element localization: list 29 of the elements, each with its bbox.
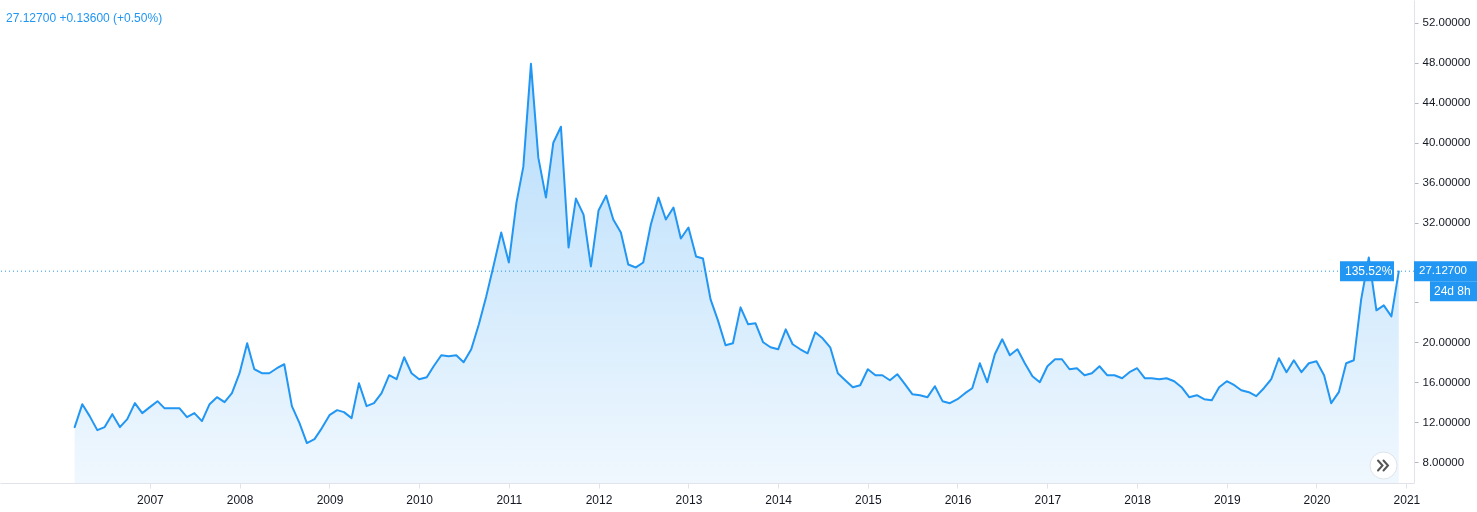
x-tick-label: 2017 (1034, 492, 1062, 507)
x-tick-label: 2016 (944, 492, 972, 507)
x-tick-label: 2020 (1303, 492, 1331, 507)
x-tick-label: 2012 (585, 492, 613, 507)
x-tick-label: 2008 (226, 492, 254, 507)
y-tick-label: 8.00000 (1422, 455, 1465, 468)
x-tick-label: 2015 (854, 492, 882, 507)
x-tick-label: 2011 (496, 492, 523, 507)
text: 27.12700 +0.13600 (+0.50%) (6, 11, 163, 25)
x-tick-label: 2018 (1124, 492, 1152, 507)
y-tick-label: 44.00000 (1422, 96, 1471, 109)
ref-line-label: 27.12700 (1419, 264, 1467, 277)
x-tick-label: 2010 (406, 492, 434, 507)
x-tick-label: 2014 (765, 492, 793, 507)
annotation: 135.52% (1345, 264, 1393, 279)
x-tick-label: 2009 (316, 492, 344, 507)
y-tick-label: 40.00000 (1422, 136, 1471, 149)
y-tick-label: 20.00000 (1422, 335, 1471, 348)
x-tick-label: 2021 (1393, 492, 1421, 507)
y-tick-label: 48.00000 (1422, 56, 1471, 69)
y-tick-label: 52.00000 (1422, 16, 1471, 29)
text: 24d 8h (1434, 284, 1471, 299)
x-tick-label: 2007 (137, 492, 165, 507)
x-tick-label: 2019 (1213, 492, 1241, 507)
y-tick-label: 16.00000 (1422, 375, 1471, 388)
y-tick-label: 32.00000 (1422, 216, 1471, 229)
y-tick-label: 36.00000 (1422, 176, 1471, 189)
x-tick-label: 2013 (675, 492, 703, 507)
y-tick-label: 12.00000 (1422, 415, 1471, 428)
